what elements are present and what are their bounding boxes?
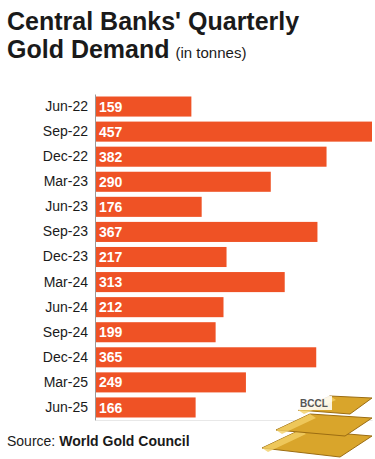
tick: Mar-23: [44, 173, 89, 189]
data-label: 382: [99, 149, 123, 165]
data-label: 176: [99, 199, 123, 215]
chart: Central Banks' QuarterlyGold Demand(in t…: [0, 0, 375, 459]
bar: [95, 272, 285, 292]
gold-bar-highlight: [262, 430, 306, 452]
tick-label: Jun-24: [45, 299, 88, 315]
gold-bar-shape: [298, 396, 372, 414]
tick-label: Dec-22: [43, 148, 88, 164]
bar: [95, 347, 316, 367]
tick-label: Jun-25: [45, 399, 88, 415]
data-labels: 159 457 382 290 176 367 217 313 212 199 365 249 166: [99, 99, 123, 416]
data-label: 199: [99, 324, 123, 340]
tick-label: Mar-23: [44, 173, 89, 189]
bar: [95, 297, 223, 317]
data-label: 365: [99, 349, 123, 365]
bar: [95, 172, 271, 192]
tick: Jun-25: [45, 399, 88, 415]
y-axis: Jun-22 Sep-22 Dec-22 Mar-23 Jun-23 Sep-23 Dec-…: [43, 95, 96, 421]
gold-illustration: BCCL: [262, 396, 372, 457]
data-label: 212: [99, 299, 123, 315]
watermark: BCCL: [300, 398, 328, 409]
tick-label: Jun-22: [45, 98, 88, 114]
bar: [95, 147, 327, 167]
tick-label: Dec-24: [43, 349, 88, 365]
tick: Jun-23: [45, 198, 88, 214]
axis-line: [95, 95, 96, 421]
tick: Sep-22: [43, 123, 88, 139]
bar: [95, 197, 202, 217]
tick-label: Dec-23: [43, 248, 88, 264]
tick-label: Sep-24: [43, 324, 88, 340]
bar: [95, 222, 317, 242]
gold-bar-shape: [276, 414, 372, 436]
bar: [95, 97, 191, 117]
tick: Dec-23: [43, 248, 88, 264]
data-label: 217: [99, 249, 123, 265]
tick-label: Sep-23: [43, 223, 88, 239]
bar: [95, 397, 196, 417]
tick: Mar-25: [44, 374, 89, 390]
bars: [95, 97, 372, 418]
tick-label: Mar-25: [44, 374, 89, 390]
bar: [95, 122, 372, 142]
data-label: 290: [99, 174, 123, 190]
subtitle: (in tonnes): [176, 44, 247, 61]
data-label: 313: [99, 274, 123, 290]
title: Central Banks' QuarterlyGold Demand: [7, 7, 299, 63]
source-label: Source:: [7, 433, 55, 449]
tick: Jun-22: [45, 98, 88, 114]
bar: [95, 247, 227, 267]
tick: Dec-24: [43, 349, 88, 365]
tick-label: Jun-23: [45, 198, 88, 214]
data-label: 457: [99, 124, 123, 140]
tick: Dec-22: [43, 148, 88, 164]
watermark-box: [296, 396, 332, 410]
tick: Jun-24: [45, 299, 88, 315]
gold-bar-highlight: [276, 414, 316, 434]
tick: Sep-23: [43, 223, 88, 239]
tick-label: Sep-22: [43, 123, 88, 139]
tick-label: Mar-24: [44, 274, 89, 290]
bar: [95, 372, 246, 392]
data-label: 159: [99, 99, 123, 115]
bar: [95, 322, 216, 342]
tick: Mar-24: [44, 274, 89, 290]
data-label: 367: [99, 224, 123, 240]
data-label: 249: [99, 374, 123, 390]
data-label: 166: [99, 400, 123, 416]
tick: Sep-24: [43, 324, 88, 340]
source-name: World Gold Council: [59, 433, 189, 449]
